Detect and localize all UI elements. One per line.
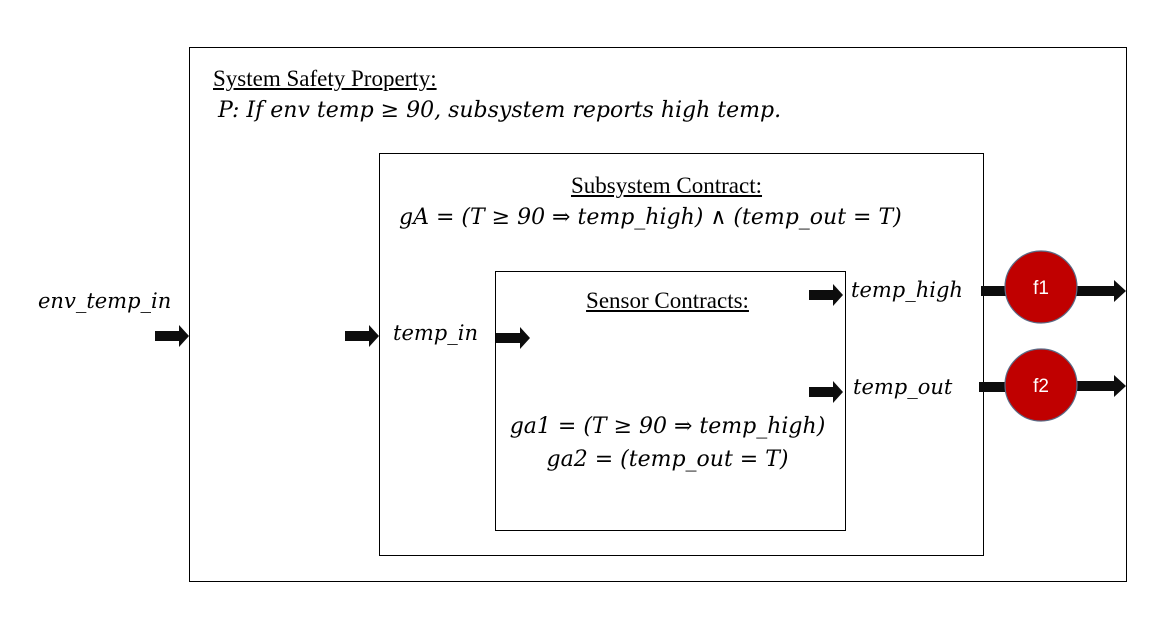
subsystem-contract: gA = (T ≥ 90 ⇒ temp_high) ∧ (temp_out = …	[399, 205, 902, 230]
arrow-temp-in-sensor	[496, 327, 530, 349]
fault-node-f2: f2	[1004, 348, 1078, 422]
arrow-temp-out-sensor	[809, 381, 843, 403]
sensor-contract-a2: ga2 = (temp_out = T)	[546, 447, 789, 472]
arrow-temp-in-subsystem	[345, 325, 379, 347]
sensor-box	[495, 271, 846, 531]
sensor-contract-a1: ga1 = (T ≥ 90 ⇒ temp_high)	[509, 414, 826, 439]
fault-label-f1: f1	[1033, 278, 1049, 299]
arrow-f1-output	[1076, 280, 1126, 302]
arrow-temp-high-sensor	[809, 284, 843, 306]
subsystem-heading: Subsystem Contract:	[570, 173, 763, 198]
temp-high-label: temp_high	[851, 278, 963, 302]
arrow-f2-output	[1076, 375, 1126, 397]
env-temp-in-label: env_temp_in	[38, 289, 172, 313]
temp-out-label: temp_out	[853, 375, 953, 399]
sensor-heading: Sensor Contracts:	[586, 288, 749, 313]
temp-in-label: temp_in	[393, 321, 478, 345]
system-box	[189, 47, 1127, 582]
fault-node-f1: f1	[1004, 250, 1078, 324]
line-temp-out-to-f2	[979, 382, 1005, 392]
arrow-env-temp-in	[155, 325, 189, 347]
subsystem-box	[379, 153, 984, 556]
system-property: P: If env temp ≥ 90, subsystem reports h…	[218, 98, 782, 123]
line-temp-high-to-f1	[981, 286, 1006, 296]
system-heading: System Safety Property:	[213, 66, 437, 91]
fault-label-f2: f2	[1033, 376, 1049, 397]
